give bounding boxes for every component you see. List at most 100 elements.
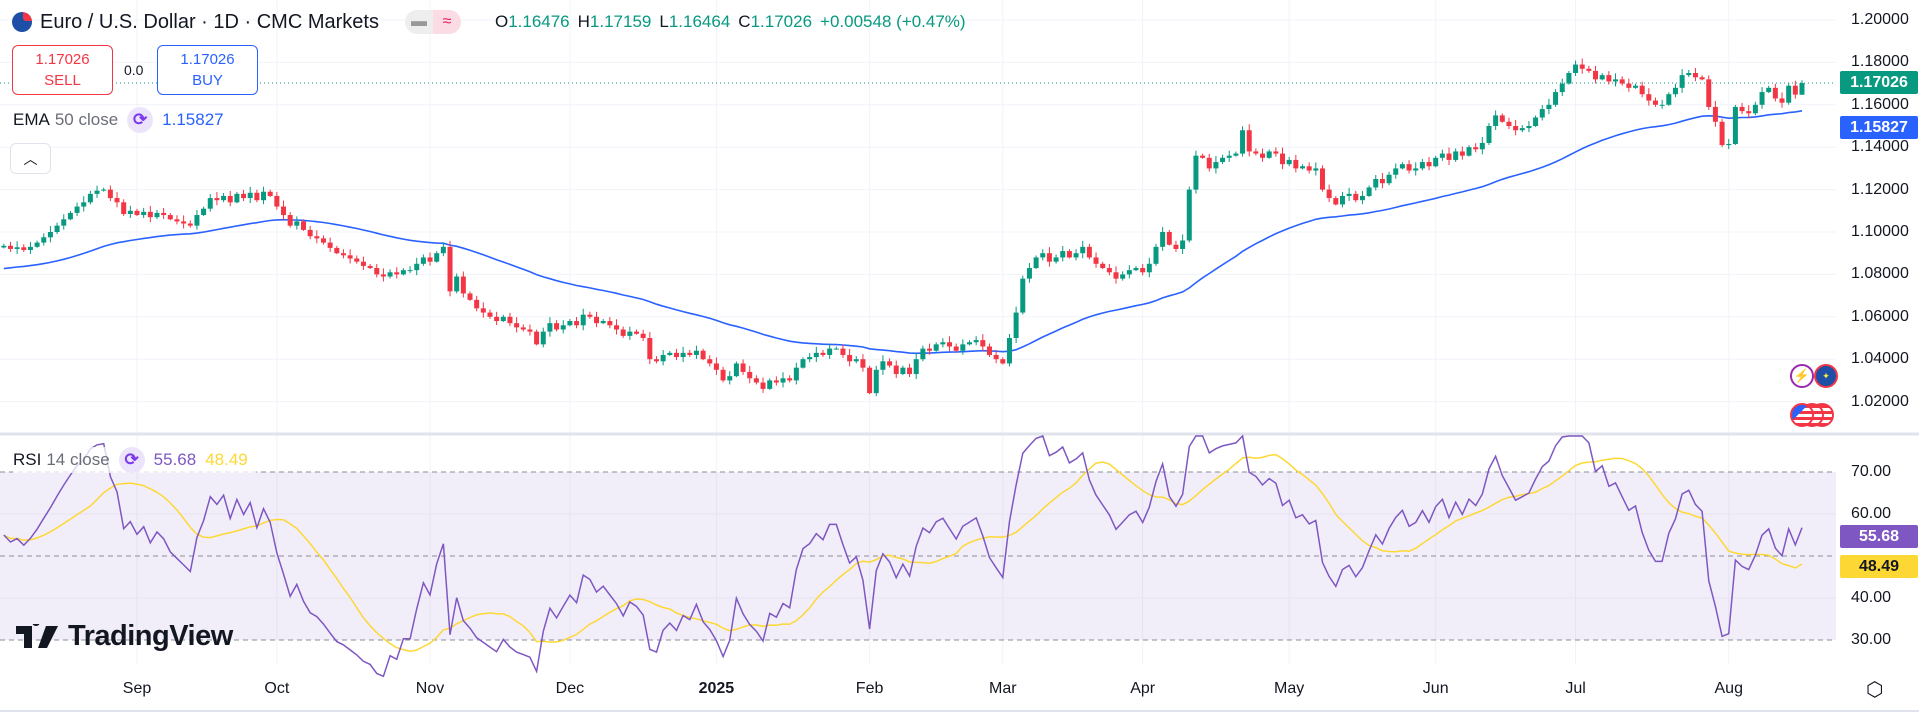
tradingview-logo[interactable]: TradingView xyxy=(16,620,233,653)
chart-header: Euro / U.S. Dollar · 1D · CMC Markets ▬ … xyxy=(12,8,966,36)
candle-body xyxy=(1499,115,1505,122)
candle-body xyxy=(1106,268,1112,273)
candle-body xyxy=(1539,109,1545,118)
time-axis-label: May xyxy=(1274,680,1305,697)
market-status-toggle[interactable]: ▬ ≈ xyxy=(404,10,461,34)
candle-body xyxy=(560,325,566,330)
candle-body xyxy=(127,210,133,214)
settings-icon[interactable]: ⬡ xyxy=(1866,679,1884,701)
eu-event-icon[interactable]: ✦ xyxy=(1814,364,1838,388)
candle-body xyxy=(574,321,580,326)
candle-body xyxy=(67,212,73,220)
candle-body xyxy=(620,329,626,336)
open-label: O xyxy=(494,12,509,31)
lightning-event-icon[interactable]: ⚡ xyxy=(1790,364,1814,388)
candle-body xyxy=(1313,168,1319,171)
rsi-ma-value: 48.49 xyxy=(205,450,248,469)
us-event-icon[interactable] xyxy=(1790,403,1814,427)
candle-body xyxy=(740,363,746,372)
time-axis-label: Mar xyxy=(989,680,1017,697)
time-axis-label: Nov xyxy=(415,680,445,697)
candle-body xyxy=(1359,195,1365,201)
candle-body xyxy=(314,236,320,239)
time-axis-label: Apr xyxy=(1130,680,1156,697)
candle-body xyxy=(960,344,966,351)
candle-body xyxy=(1399,164,1405,169)
candle-body xyxy=(1293,159,1299,169)
candle-body xyxy=(307,229,313,237)
collapse-legend-button[interactable]: ︿ xyxy=(10,143,51,174)
candle-body xyxy=(1266,151,1272,158)
candle-body xyxy=(1046,253,1052,262)
candle-body xyxy=(1559,83,1565,93)
candle-body xyxy=(580,314,586,326)
candle-body xyxy=(713,363,719,370)
candle-body xyxy=(1406,164,1412,171)
candle-body xyxy=(800,359,806,368)
candle-body xyxy=(194,215,200,226)
candle-body xyxy=(1280,153,1286,165)
candle-body xyxy=(640,333,646,338)
price-tick-label: 1.04000 xyxy=(1851,350,1909,368)
candle-body xyxy=(174,219,180,222)
candle-body xyxy=(1672,87,1678,95)
candle-body xyxy=(547,323,553,332)
candle-body xyxy=(1446,153,1452,160)
candle-body xyxy=(534,331,540,345)
candle-body xyxy=(760,382,766,389)
rsi-legend[interactable]: RSI 14 close ⟳ 55.68 48.49 xyxy=(13,447,256,473)
candle-body xyxy=(733,363,739,377)
ohlc-readout: O1.16476 H1.17159 L1.16464 C1.17026 +0.0… xyxy=(495,12,966,32)
spread-value: 0.0 xyxy=(124,62,144,78)
candle-body xyxy=(181,221,187,224)
candle-body xyxy=(500,316,506,322)
candle-body xyxy=(1260,153,1266,158)
candle-body xyxy=(1799,83,1805,95)
candle-body xyxy=(1373,179,1379,188)
refresh-icon[interactable]: ⟳ xyxy=(118,447,145,473)
candle-body xyxy=(907,367,913,375)
candle-body xyxy=(227,195,233,203)
market-closed-icon: ▬ xyxy=(404,10,433,34)
time-axis-label: Oct xyxy=(264,680,290,697)
candle-body xyxy=(1419,162,1425,169)
refresh-icon[interactable]: ⟳ xyxy=(127,107,154,133)
candle-body xyxy=(1639,85,1645,95)
price-tick-label: 1.16000 xyxy=(1851,95,1909,113)
candle-body xyxy=(693,350,699,355)
candle-body xyxy=(660,354,666,362)
time-axis-label: Jul xyxy=(1565,680,1586,697)
ema-legend[interactable]: EMA 50 close ⟳ 1.15827 xyxy=(13,107,224,133)
candle-body xyxy=(374,268,380,275)
candle-body xyxy=(254,192,260,201)
candle-body xyxy=(320,238,326,243)
candle-body xyxy=(1153,246,1159,264)
sell-button[interactable]: 1.17026 SELL xyxy=(12,45,113,95)
candle-body xyxy=(1566,73,1572,84)
buy-button[interactable]: 1.17026 BUY xyxy=(157,45,258,95)
candle-body xyxy=(1319,168,1325,190)
rsi-value-badge: 55.68 xyxy=(1840,525,1918,548)
candle-body xyxy=(214,198,220,201)
candle-body xyxy=(94,190,100,194)
candle-body xyxy=(986,346,992,355)
symbol-title[interactable]: Euro / U.S. Dollar · 1D · CMC Markets xyxy=(40,10,379,33)
candle-body xyxy=(634,331,639,334)
candle-body xyxy=(1652,100,1658,105)
candle-body xyxy=(81,202,87,207)
buy-price: 1.17026 xyxy=(180,51,235,68)
candle-body xyxy=(1752,104,1758,114)
candle-body xyxy=(1346,193,1352,196)
rsi-tick-label: 40.00 xyxy=(1851,589,1892,606)
candle-body xyxy=(1426,162,1432,167)
candle-body xyxy=(107,189,113,199)
candle-body xyxy=(287,215,293,226)
candle-body xyxy=(947,342,953,347)
chevron-up-icon: ︿ xyxy=(23,150,38,167)
rsi-tick-label: 30.00 xyxy=(1851,631,1892,648)
candle-body xyxy=(274,195,280,207)
candle-body xyxy=(1692,73,1698,78)
price-tick-label: 1.14000 xyxy=(1851,138,1909,156)
candle-body xyxy=(1226,155,1232,158)
